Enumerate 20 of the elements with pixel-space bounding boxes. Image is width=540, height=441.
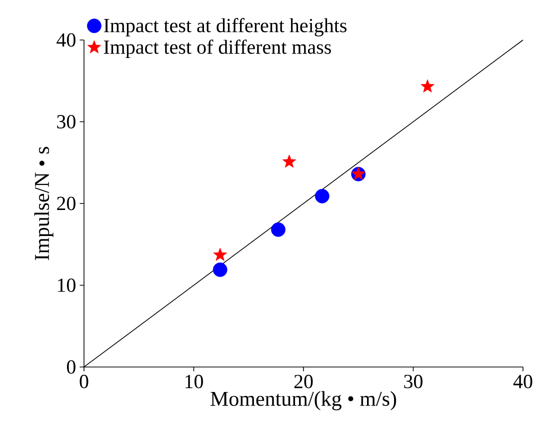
point bbox=[314, 188, 330, 204]
y-tick-label: 30 bbox=[57, 115, 76, 128]
point bbox=[282, 154, 296, 168]
legend-label: Impact test at different heights bbox=[104, 18, 346, 36]
y-tick-label: 0 bbox=[66, 360, 76, 374]
point bbox=[212, 262, 228, 277]
point bbox=[420, 79, 434, 92]
x-tick-label: 0 bbox=[80, 374, 88, 388]
x-tick-label: 20 bbox=[294, 374, 313, 388]
x-tick-label: 40 bbox=[513, 374, 532, 388]
y-tick-label: 10 bbox=[58, 278, 76, 292]
y-tick-label: 20 bbox=[57, 196, 76, 210]
point bbox=[271, 222, 286, 237]
x-tick-label: 30 bbox=[404, 374, 422, 388]
x-tick-label: 10 bbox=[186, 374, 203, 388]
point bbox=[213, 248, 227, 261]
y-tick-label: 40 bbox=[56, 33, 76, 47]
x-axis-title: Momentum/(kg • m/s) bbox=[210, 391, 396, 410]
legend-label: Impact test of different mass bbox=[104, 40, 331, 58]
y-axis-title: Impulse/N • s bbox=[34, 146, 54, 260]
